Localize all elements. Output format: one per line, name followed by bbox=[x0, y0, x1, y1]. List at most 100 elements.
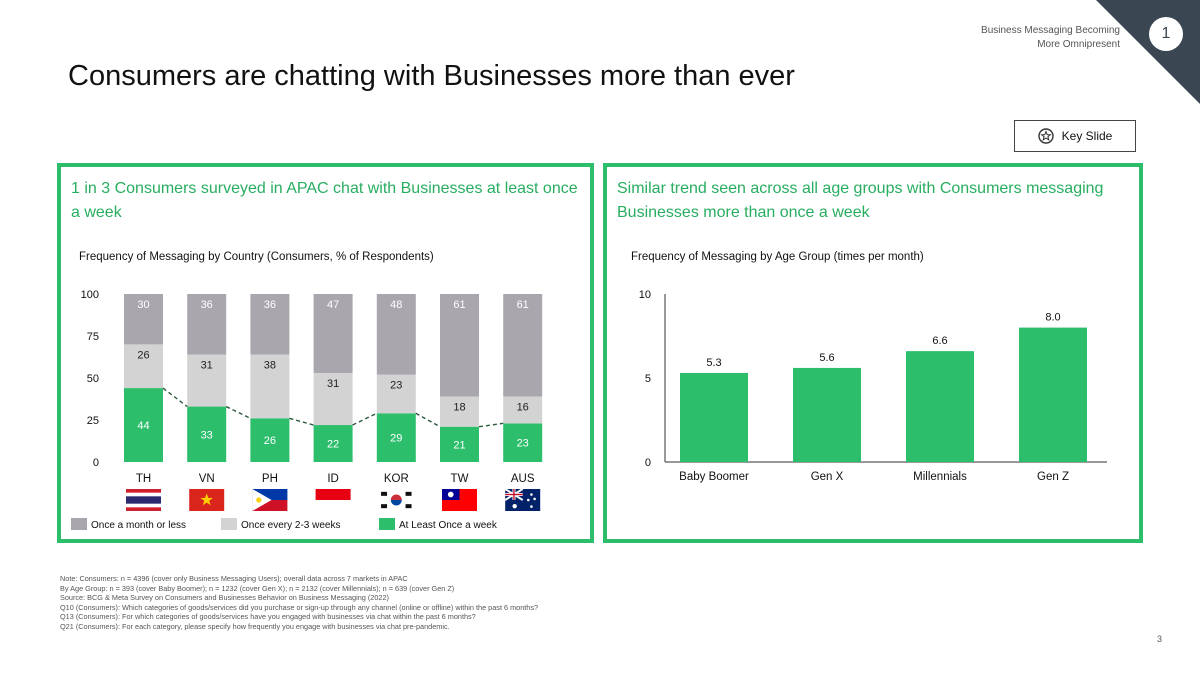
flag-part bbox=[505, 493, 523, 496]
x-category-label: PH bbox=[262, 473, 278, 485]
legend-swatch bbox=[379, 518, 395, 530]
y-tick-label: 5 bbox=[645, 373, 651, 385]
y-tick-label: 25 bbox=[87, 415, 99, 427]
data-label: 23 bbox=[390, 380, 402, 392]
bar-segment bbox=[440, 396, 479, 427]
section-label-line2: More Omnipresent bbox=[1037, 39, 1120, 50]
bar-segment bbox=[187, 354, 227, 407]
bar-segment bbox=[187, 406, 227, 462]
x-category-label: AUS bbox=[511, 473, 535, 485]
data-label: 5.6 bbox=[819, 352, 834, 364]
data-label: 22 bbox=[327, 439, 339, 451]
trend-line-segment bbox=[289, 417, 314, 426]
bar-segment bbox=[250, 294, 290, 355]
bar-segment bbox=[124, 344, 163, 389]
philippines-flag bbox=[252, 489, 288, 511]
section-label: Business Messaging Becoming More Omnipre… bbox=[981, 24, 1120, 52]
footnotes: Note: Consumers: n = 4396 (cover only Bu… bbox=[60, 574, 538, 632]
flag-part bbox=[390, 494, 402, 500]
data-label: 44 bbox=[137, 420, 149, 432]
flag-part bbox=[381, 491, 388, 496]
data-label: 16 bbox=[517, 401, 529, 413]
bar-segment bbox=[124, 388, 163, 462]
footnote-line: Q10 (Consumers): Which categories of goo… bbox=[60, 602, 539, 612]
data-label: 23 bbox=[517, 438, 529, 450]
flag-part bbox=[252, 489, 272, 511]
country-chart-panel: 1 in 3 Consumers surveyed in APAC chat w… bbox=[57, 163, 594, 543]
bar-segment bbox=[440, 294, 479, 397]
vietnam-flag bbox=[189, 489, 225, 511]
footnote-line: Source: BCG & Meta Survey on Consumers a… bbox=[60, 593, 389, 603]
trend-line-segment bbox=[162, 387, 188, 408]
data-label: 21 bbox=[453, 439, 465, 451]
x-category-label: Millennials bbox=[913, 471, 967, 483]
trend-line-segment bbox=[478, 422, 504, 428]
y-tick-label: 0 bbox=[93, 457, 99, 469]
bar-segment bbox=[250, 354, 290, 419]
y-tick-label: 10 bbox=[639, 289, 651, 301]
legend-swatch bbox=[221, 518, 237, 530]
data-label: 5.3 bbox=[706, 357, 721, 369]
bar-segment bbox=[376, 374, 416, 414]
y-tick-label: 100 bbox=[81, 289, 99, 301]
bar bbox=[793, 367, 861, 462]
data-label: 61 bbox=[517, 299, 529, 311]
section-label-line1: Business Messaging Becoming bbox=[981, 25, 1120, 36]
bar-segment bbox=[376, 413, 416, 462]
legend-label: Once every 2-3 weeks bbox=[241, 520, 341, 531]
x-category-label: TH bbox=[136, 473, 151, 485]
bar bbox=[680, 372, 748, 462]
bar-segment bbox=[440, 426, 479, 462]
bar-segment bbox=[503, 294, 543, 397]
flag-part bbox=[512, 503, 517, 509]
data-label: 29 bbox=[390, 433, 402, 445]
y-tick-label: 75 bbox=[87, 331, 99, 343]
star-badge-icon bbox=[1037, 128, 1054, 144]
data-label: 61 bbox=[453, 299, 465, 311]
flag-part bbox=[381, 504, 388, 509]
footnote-line: By Age Group: n = 393 (cover Baby Boomer… bbox=[60, 583, 455, 593]
x-category-label: ID bbox=[327, 473, 339, 485]
y-tick-label: 50 bbox=[87, 373, 99, 385]
footnote-line: Note: Consumers: n = 4396 (cover only Bu… bbox=[60, 574, 408, 583]
x-category-label: TW bbox=[451, 473, 469, 485]
y-tick-label: 0 bbox=[645, 457, 651, 469]
australia-flag bbox=[504, 488, 541, 511]
bar-segment bbox=[376, 294, 416, 375]
flag-part bbox=[256, 497, 262, 503]
slide-title: Consumers are chatting with Businesses m… bbox=[68, 60, 795, 92]
data-label: 38 bbox=[264, 359, 276, 371]
data-label: 6.6 bbox=[932, 335, 947, 347]
page-number: 3 bbox=[1157, 634, 1163, 644]
age-group-frequency-chart: 0 5 10 5.3 Baby Boomer 5.6 Gen X 6.6 Millennials… bbox=[639, 289, 1107, 483]
flag-part bbox=[527, 498, 530, 502]
key-slide-label: Key Slide bbox=[1061, 129, 1113, 143]
data-label: 31 bbox=[201, 359, 213, 371]
data-label: 26 bbox=[264, 435, 276, 447]
bar bbox=[906, 351, 974, 462]
data-label: 30 bbox=[137, 299, 149, 311]
bar-segment bbox=[187, 294, 227, 355]
legend-label: At Least Once a week bbox=[399, 520, 498, 531]
country-chart-title: Frequency of Messaging by Country (Consu… bbox=[79, 251, 434, 263]
bar-segment bbox=[503, 396, 543, 424]
indonesia-flag bbox=[315, 489, 351, 511]
section-number-badge: 1 bbox=[1149, 17, 1183, 51]
data-label: 31 bbox=[327, 378, 339, 390]
age-panel-heading: Similar trend seen across all age groups… bbox=[617, 180, 1104, 221]
bar bbox=[1019, 327, 1087, 462]
footnote-line: Q21 (Consumers): For each category, plea… bbox=[60, 621, 450, 631]
flag-part bbox=[533, 497, 536, 501]
bar-segment bbox=[313, 372, 353, 426]
flag-part bbox=[530, 505, 533, 508]
x-category-label: VN bbox=[199, 473, 215, 485]
south-korea-flag bbox=[378, 489, 414, 511]
flag-part bbox=[405, 491, 412, 496]
data-label: 48 bbox=[390, 299, 402, 311]
x-category-label: Gen X bbox=[811, 471, 844, 483]
data-label: 8.0 bbox=[1045, 312, 1060, 324]
footnote-line: Q13 (Consumers): For which categories of… bbox=[60, 612, 476, 622]
key-slide-button[interactable]: Key Slide bbox=[1014, 120, 1136, 152]
trend-line-segment bbox=[415, 412, 441, 428]
flag-part bbox=[447, 491, 454, 498]
